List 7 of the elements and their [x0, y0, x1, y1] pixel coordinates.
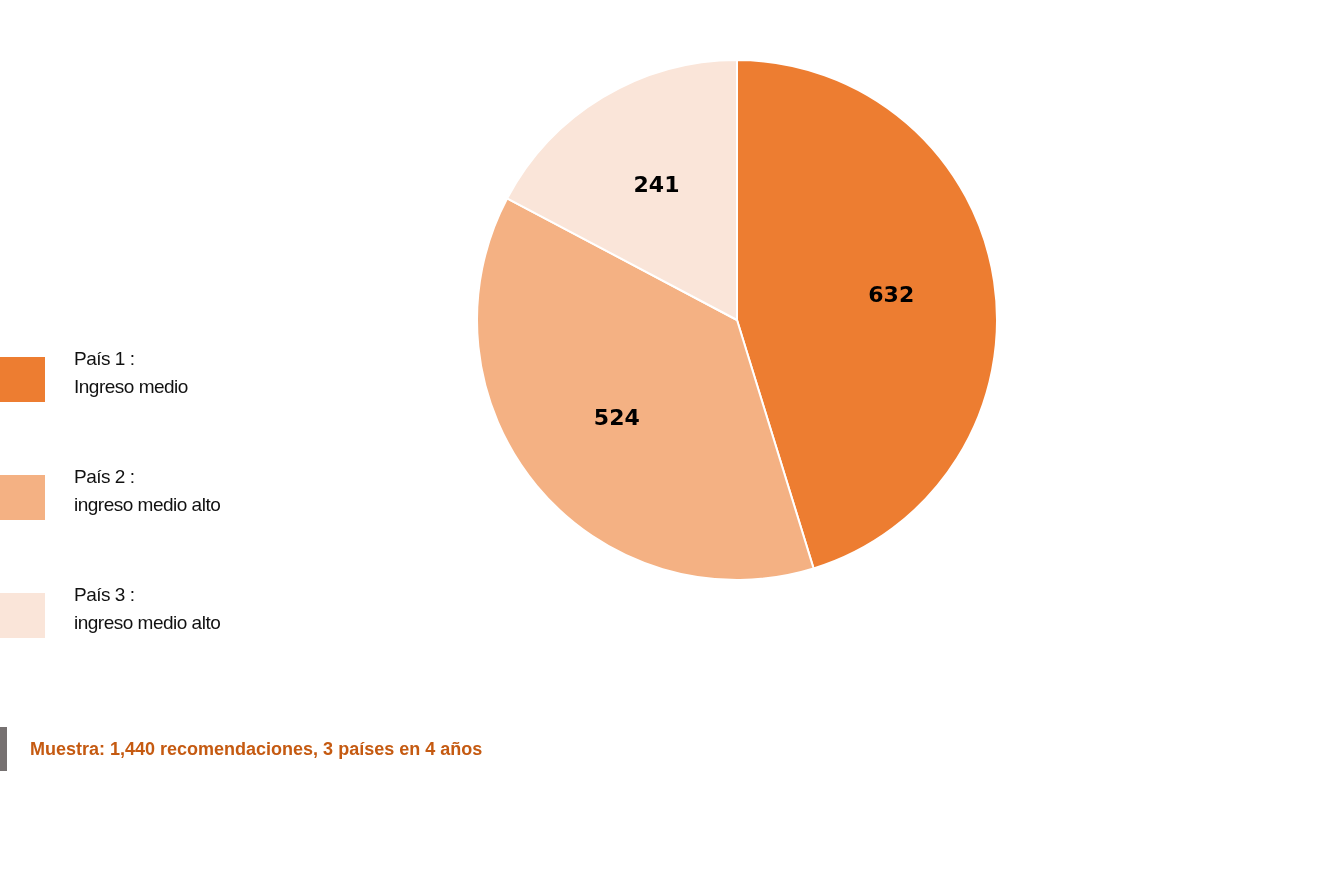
data-label: 632 [868, 282, 915, 308]
legend-label: País 2 : ingreso medio alto [74, 465, 221, 517]
data-label: 524 [593, 405, 640, 431]
legend-label: País 1 : Ingreso medio [74, 347, 188, 399]
text: Muestra: 1,440 recomendaciones, 3 países en 4 años [30, 738, 483, 760]
data-label: 241 [633, 172, 680, 198]
legend-label: País 3 : ingreso medio alto [74, 583, 221, 635]
